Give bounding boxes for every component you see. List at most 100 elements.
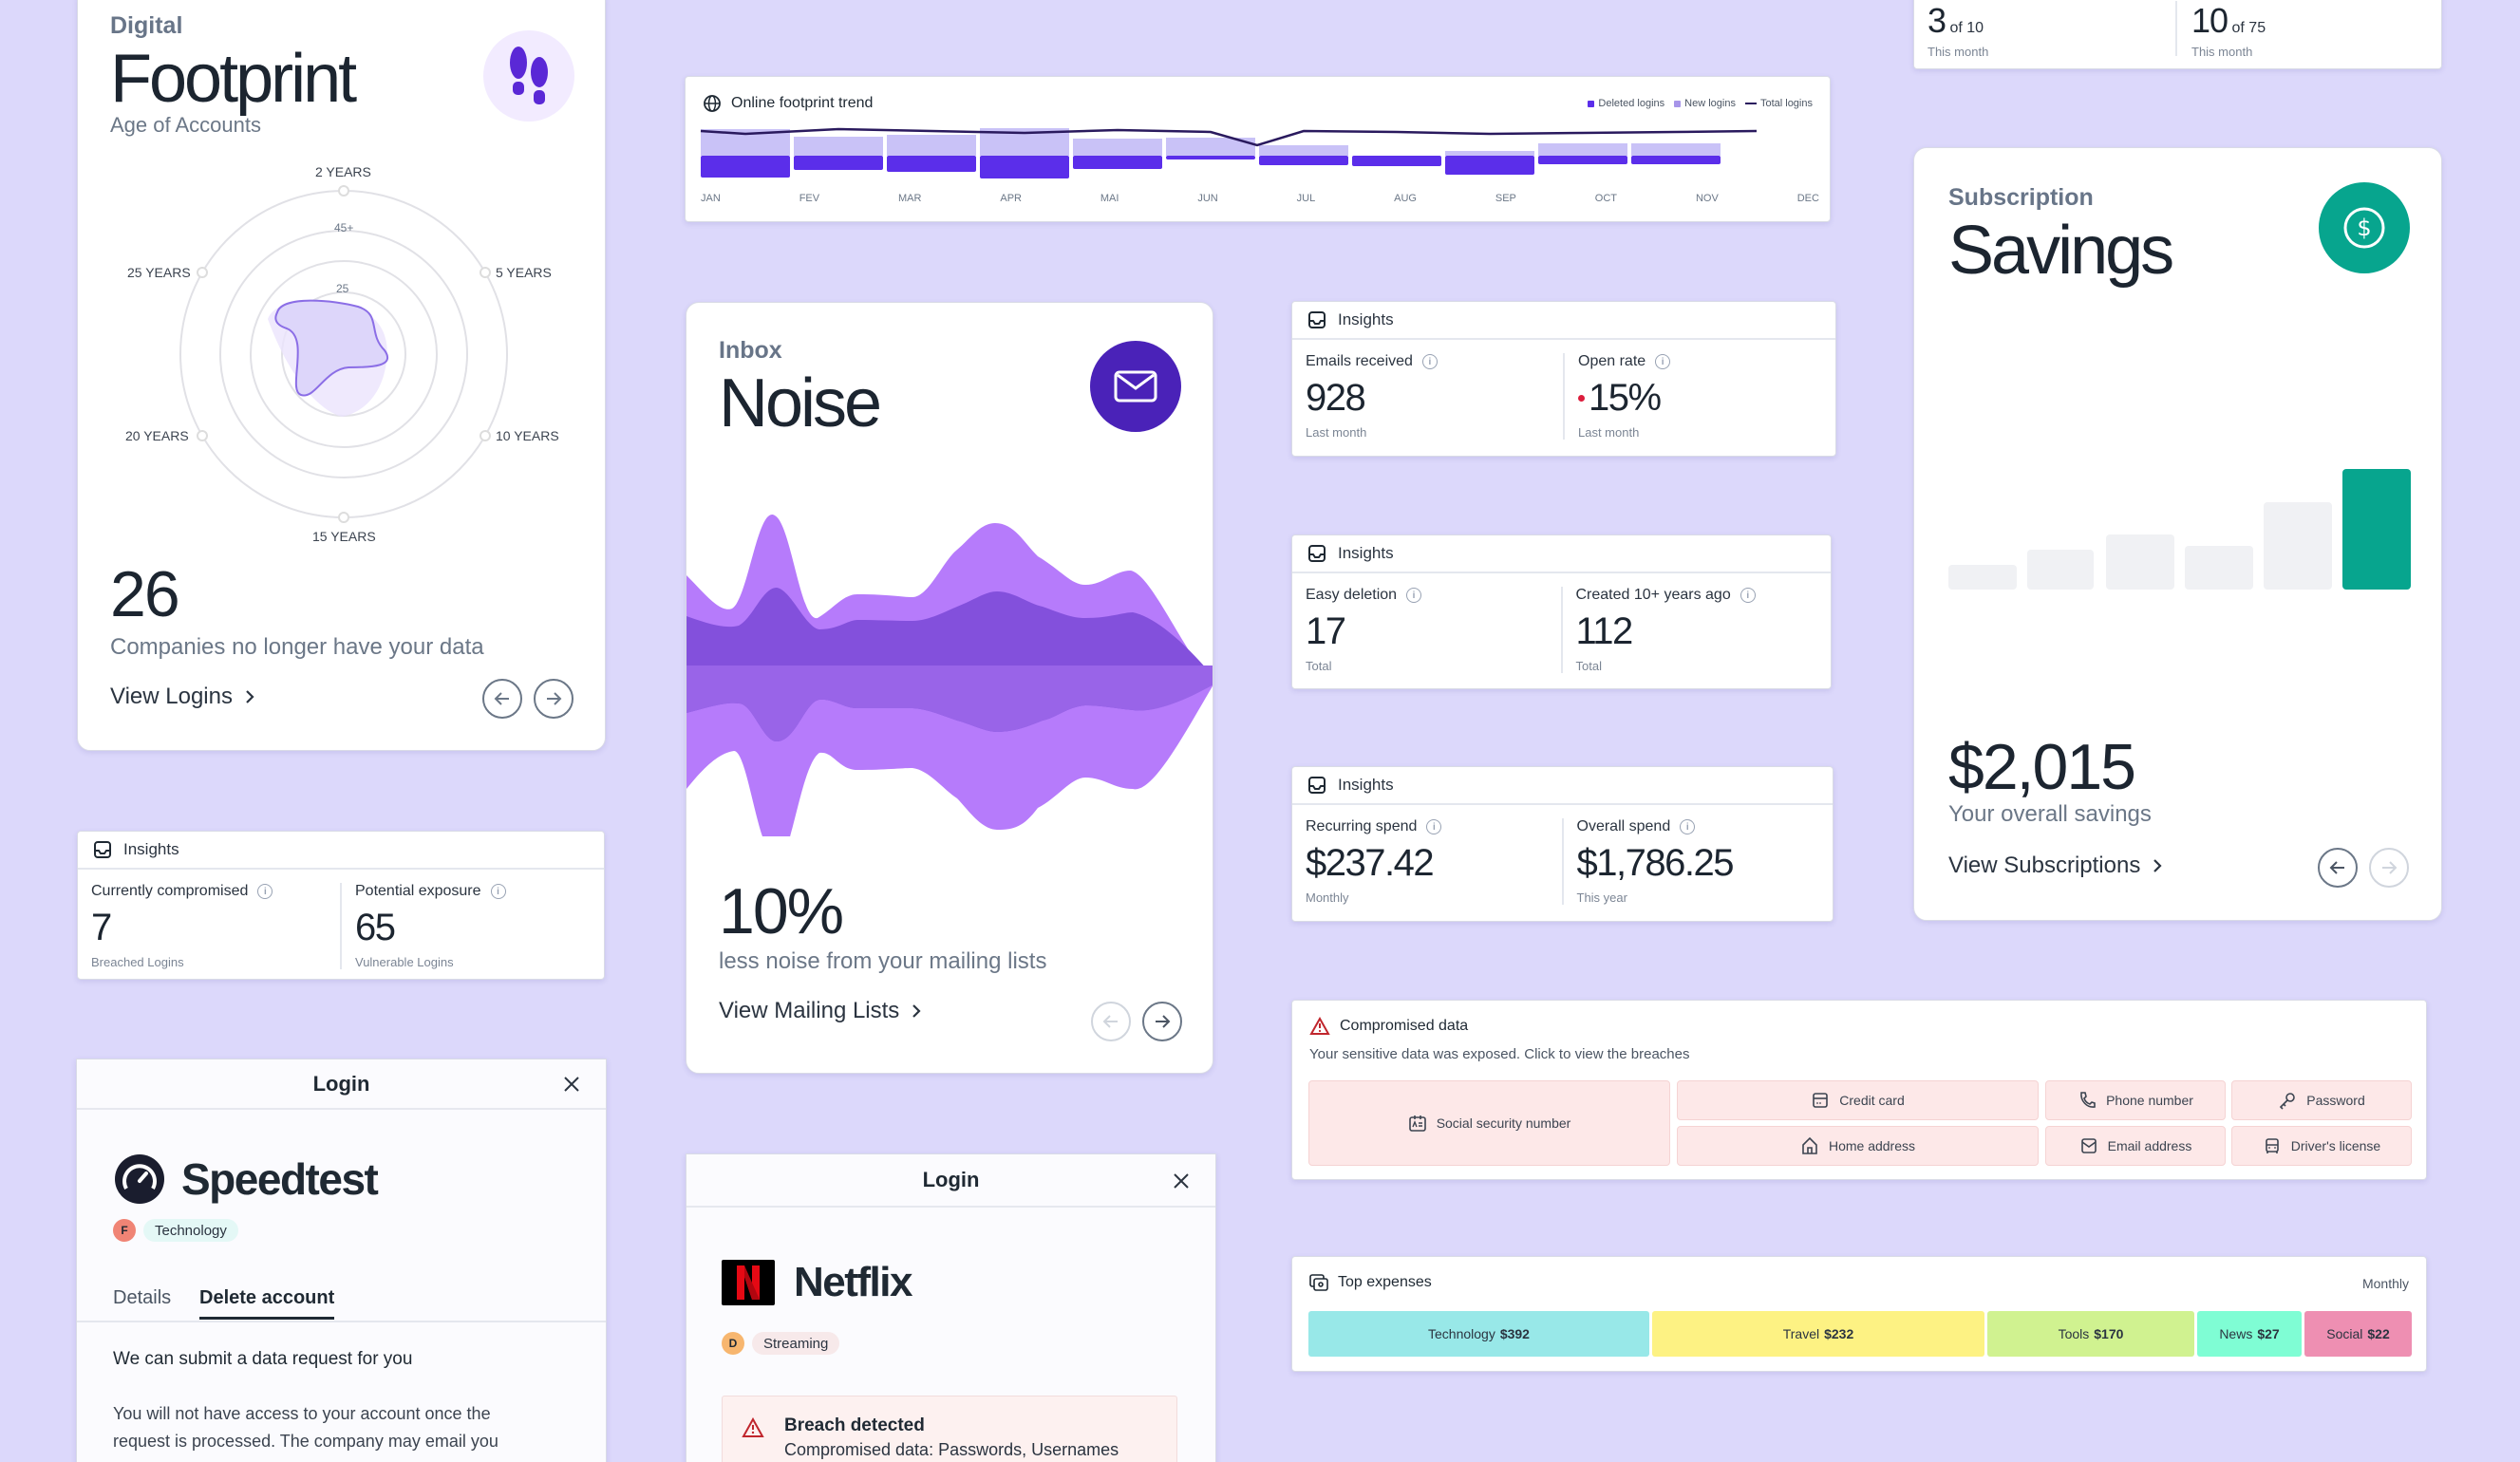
info-icon[interactable]: i [1426, 819, 1442, 834]
breach-alert[interactable]: Breach detected Compromised data: Passwo… [722, 1396, 1177, 1462]
warning-icon [742, 1417, 764, 1437]
age-radar-chart: 2 YEARS 5 YEARS 10 YEARS 15 YEARS 20 YEA… [125, 153, 559, 544]
arrow-right-icon [2382, 861, 2398, 874]
insights-spend-card: Insights Recurring spend i $237.42 Monthl… [1291, 766, 1834, 922]
tile-home-address[interactable]: Home address [1677, 1126, 2039, 1166]
inbox-noise-card: Inbox Noise 10% less noise from your mai… [686, 302, 1213, 1074]
expense-travel[interactable]: Travel $232 [1652, 1311, 1984, 1357]
tile-email-address[interactable]: Email address [2045, 1126, 2226, 1166]
metric-label: Potential exposure [355, 883, 481, 899]
trend-title: Online footprint trend [731, 95, 874, 111]
easy-deletion-metric: Easy deletion i 17 Total [1292, 587, 1561, 673]
footprints-icon [483, 30, 574, 122]
insights-title: Insights [1338, 310, 1394, 328]
info-icon[interactable]: i [1655, 354, 1671, 369]
info-icon[interactable]: i [1740, 588, 1756, 603]
tile-credit-card[interactable]: Credit card [1677, 1080, 2039, 1120]
x-tick: MAR [898, 193, 922, 204]
radar-label-2y: 2 YEARS [315, 164, 371, 179]
trend-bars [700, 127, 1758, 178]
metric-label: Overall spend [1576, 818, 1671, 834]
metric-label: Created 10+ years ago [1575, 587, 1731, 603]
x-tick: OCT [1594, 193, 1618, 204]
radar-ring-25: 25 [336, 282, 349, 295]
stat-left: 3 of 10 This month [1928, 1, 1988, 59]
expenses-period[interactable]: Monthly [2361, 1276, 2409, 1291]
arrow-right-icon [1156, 1015, 1171, 1028]
close-icon[interactable] [560, 1073, 583, 1096]
expense-news[interactable]: News $27 [2197, 1311, 2302, 1357]
expense-amount: $392 [1499, 1326, 1530, 1341]
metric-caption: This year [1576, 890, 1627, 905]
metric-caption: Last month [1578, 425, 1640, 440]
home-icon [1802, 1136, 1817, 1154]
noise-waveform [686, 515, 1213, 836]
warning-icon [1309, 1017, 1330, 1035]
insights-email-card: Insights Emails received i 928 Last month… [1291, 301, 1836, 457]
created-10-years-metric: Created 10+ years ago i 112 Total [1560, 587, 1832, 673]
next-button[interactable] [1142, 1002, 1182, 1041]
info-icon[interactable]: i [1406, 588, 1422, 603]
x-tick: SEP [1495, 193, 1516, 204]
prev-button[interactable] [482, 679, 522, 719]
x-tick: MAI [1100, 193, 1119, 204]
expense-label: Technology [1428, 1326, 1495, 1341]
expense-amount: $22 [2367, 1326, 2390, 1341]
x-tick: APR [1000, 193, 1022, 204]
tab-details[interactable]: Details [113, 1287, 172, 1308]
expense-tools[interactable]: Tools $170 [1987, 1311, 2194, 1357]
x-tick: AUG [1394, 193, 1417, 204]
stat-caption: This month [2191, 45, 2253, 59]
footprint-title: Footprint [110, 41, 357, 117]
avatar: F [113, 1219, 136, 1242]
info-icon[interactable]: i [490, 884, 506, 899]
metric-value: 65 [355, 907, 396, 948]
tile-drivers-license[interactable]: Driver's license [2231, 1126, 2412, 1166]
progress-stats-card: 3 of 10 This month 10 of 75 This month [1913, 0, 2442, 69]
emails-received-metric: Emails received i 928 Last month [1292, 353, 1563, 440]
potential-exposure-metric: Potential exposure i 65 Vulnerable Logins [340, 883, 604, 969]
next-button[interactable] [534, 679, 574, 719]
tile-phone-number[interactable]: Phone number [2045, 1080, 2226, 1120]
tab-delete-account[interactable]: Delete account [199, 1287, 335, 1320]
next-button[interactable] [2369, 848, 2409, 888]
info-icon[interactable]: i [1421, 354, 1438, 369]
inbox-icon [1308, 311, 1326, 328]
wallet-icon [1309, 1274, 1328, 1291]
netflix-logo-icon [722, 1260, 775, 1305]
insights-title: Insights [123, 840, 179, 858]
legend-deleted: Deleted logins [1598, 98, 1665, 109]
view-logins-label: View Logins [110, 684, 233, 709]
prev-button[interactable] [2318, 848, 2358, 888]
phone-icon [2080, 1092, 2096, 1108]
x-tick: DEC [1796, 193, 1819, 204]
radar-label-10y: 10 YEARS [496, 428, 559, 443]
insights-title: Insights [1338, 544, 1394, 562]
view-logins-link[interactable]: View Logins [110, 684, 255, 710]
footprint-stat-value: 26 [110, 558, 180, 630]
savings-bar-chart [1948, 466, 2414, 590]
insights-header: Insights [1292, 767, 1833, 805]
expense-amount: $170 [2094, 1326, 2124, 1341]
expense-label: Tools [2058, 1326, 2090, 1341]
tile-password[interactable]: Password [2231, 1080, 2412, 1120]
tile-social-security[interactable]: Social security number [1308, 1080, 1670, 1166]
close-icon[interactable] [1170, 1170, 1193, 1192]
savings-eyebrow: Subscription [1948, 184, 2094, 211]
legend-total: Total logins [1759, 98, 1813, 109]
footprint-stat-label: Companies no longer have your data [110, 634, 484, 660]
expense-social[interactable]: Social $22 [2304, 1311, 2412, 1357]
globe-icon [704, 95, 721, 112]
expense-amount: $232 [1824, 1326, 1854, 1341]
prev-button[interactable] [1091, 1002, 1131, 1041]
view-subscriptions-link[interactable]: View Subscriptions [1948, 853, 2163, 879]
tile-label: Social security number [1436, 1115, 1571, 1131]
info-icon[interactable]: i [257, 884, 273, 899]
expense-technology[interactable]: Technology $392 [1308, 1311, 1649, 1357]
insights-header: Insights [1292, 302, 1835, 340]
info-icon[interactable]: i [1680, 819, 1696, 834]
view-mailing-lists-link[interactable]: View Mailing Lists [719, 998, 922, 1024]
metric-label: Easy deletion [1306, 587, 1398, 603]
metric-value: $1,786.25 [1576, 842, 1735, 884]
x-tick: JUL [1296, 193, 1316, 204]
